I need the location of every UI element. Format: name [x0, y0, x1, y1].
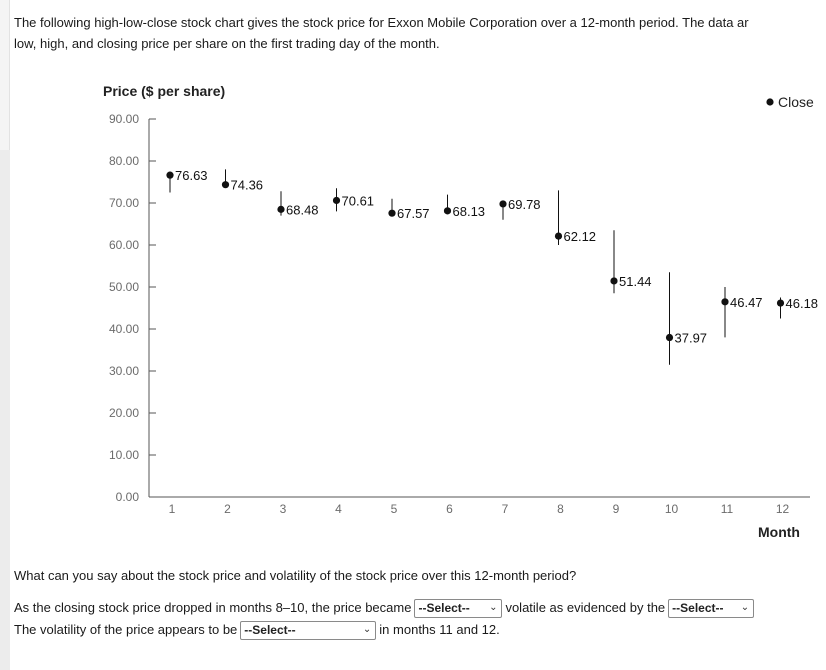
close-data-label: 70.61 [342, 193, 375, 208]
answer-text-1: As the closing stock price dropped in mo… [14, 600, 412, 615]
close-point [166, 171, 174, 179]
y-tick-label: 30.00 [109, 364, 139, 378]
intro-line-2: low, high, and closing price per share o… [14, 36, 440, 51]
volatility-select-2[interactable]: --Select-- ⌄ [240, 620, 377, 640]
close-data-label: 37.97 [675, 331, 708, 346]
volatility-select-2-value: --Select-- [244, 623, 296, 637]
close-point [277, 205, 285, 213]
x-tick-label: 4 [335, 502, 342, 516]
close-data-label: 62.12 [564, 229, 597, 244]
close-point [332, 196, 341, 205]
y-tick-label: 20.00 [109, 406, 139, 420]
legend-label: Close [778, 94, 814, 110]
x-axis: 1 2 3 4 5 6 7 8 9 10 11 12 [149, 496, 810, 516]
close-point [776, 299, 785, 307]
x-axis-title: Month [758, 524, 800, 540]
answer-line-1: As the closing stock price dropped in mo… [14, 598, 757, 618]
close-data-label: 51.44 [619, 274, 652, 289]
stock-chart: 90.0080.0070.0060.0050.0040.0030.0020.00… [103, 83, 818, 540]
chevron-down-icon: ⌄ [362, 624, 372, 635]
close-data-label: 46.47 [730, 295, 763, 310]
x-tick-label: 12 [776, 502, 790, 516]
y-tick-label: 0.00 [116, 490, 140, 504]
answer-line-2: The volatility of the price appears to b… [14, 620, 500, 640]
y-tick-label: 70.00 [109, 196, 139, 210]
x-tick-label: 9 [613, 502, 620, 516]
close-point [665, 333, 674, 342]
answer-text-4: in months 11 and 12. [379, 622, 500, 637]
x-tick-label: 1 [169, 502, 176, 516]
y-tick-label: 50.00 [109, 280, 139, 294]
answer-text-3: The volatility of the price appears to b… [14, 622, 238, 637]
y-tick-label: 10.00 [109, 448, 139, 462]
close-data-label: 76.63 [175, 168, 208, 183]
y-axis-title: Price ($ per share) [103, 83, 225, 99]
evidence-select[interactable]: --Select-- ⌄ [668, 598, 755, 618]
legend: Close [766, 94, 814, 110]
close-data-label: 74.36 [231, 178, 264, 193]
close-data-label: 67.57 [397, 206, 430, 221]
y-tick-label: 80.00 [109, 154, 139, 168]
y-tick-label: 90.00 [109, 112, 139, 126]
chevron-down-icon: ⌄ [489, 602, 498, 613]
close-point [610, 277, 618, 285]
x-tick-label: 10 [665, 502, 679, 516]
intro-line-1: The following high-low-close stock chart… [14, 15, 749, 30]
chevron-down-icon: ⌄ [740, 602, 750, 613]
legend-marker [766, 98, 774, 106]
x-tick-label: 11 [721, 502, 734, 516]
close-data-label: 68.48 [286, 202, 319, 217]
close-point [221, 181, 230, 189]
close-point [443, 207, 452, 215]
close-point [554, 232, 563, 240]
volatility-select-1-value: --Select-- [418, 601, 470, 615]
close-point [388, 209, 396, 217]
x-tick-label: 3 [280, 502, 287, 516]
x-tick-label: 5 [391, 502, 398, 516]
close-point [499, 200, 507, 208]
intro-text: The following high-low-close stock chart… [14, 12, 826, 54]
left-panel-edge-lower [0, 150, 10, 670]
evidence-select-value: --Select-- [672, 601, 724, 615]
volatility-select-1[interactable]: --Select-- ⌄ [414, 598, 503, 618]
question-prompt: What can you say about the stock price a… [14, 568, 577, 583]
y-tick-label: 40.00 [109, 322, 139, 336]
close-data-label: 68.13 [453, 204, 486, 219]
close-point [721, 298, 729, 306]
y-axis: 90.00 80.00 70.00 60.00 50.00 40.00 30.00 20.00… [109, 112, 156, 504]
answer-text-2: volatile as evidenced by the [505, 600, 666, 615]
x-tick-label: 8 [557, 502, 564, 516]
close-data-label: 46.18 [786, 296, 819, 311]
close-data-label: 69.78 [508, 197, 541, 212]
y-tick-label: 60.00 [109, 238, 139, 252]
x-tick-label: 2 [224, 502, 231, 516]
chart-marks: 76.63 74.36 68.48 70.61 67.57 68.13 69.78 62.12… [166, 168, 818, 365]
x-tick-label: 6 [446, 502, 453, 516]
x-tick-label: 7 [502, 502, 509, 516]
